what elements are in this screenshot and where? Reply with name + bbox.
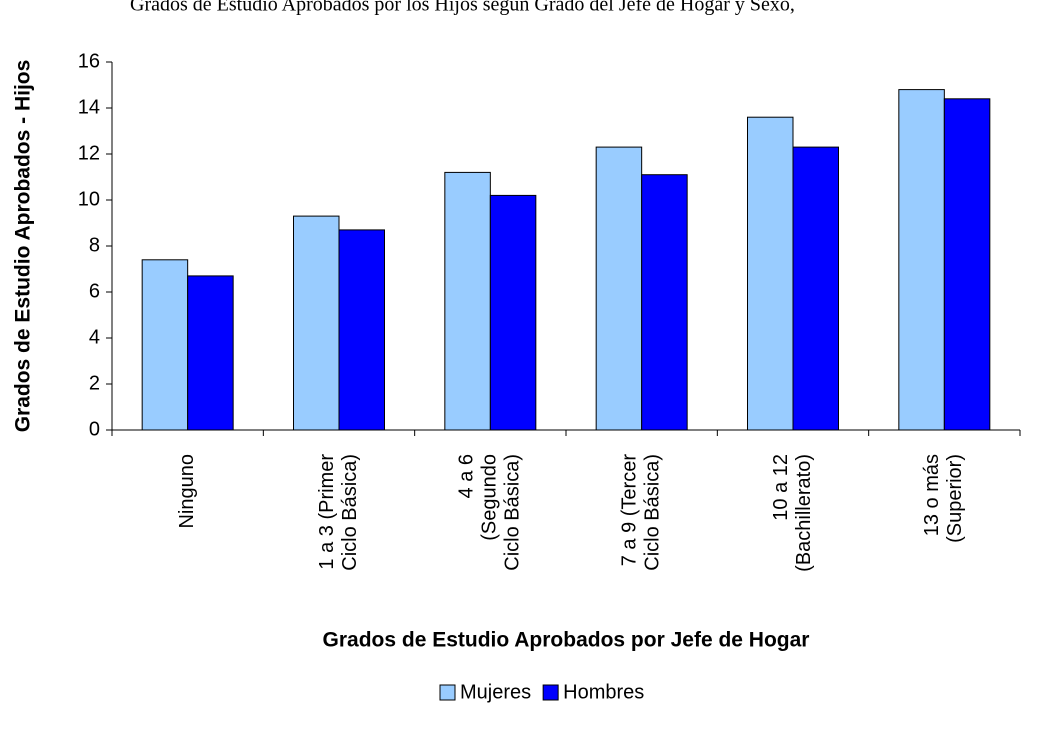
bar: [792, 146, 839, 431]
bar: [489, 194, 537, 431]
y-axis-title: Grados de Estudio Aprobados - Hijos: [12, 60, 35, 433]
x-tick-label: (Segundo: [479, 454, 501, 541]
y-tick-label: 10: [78, 188, 100, 210]
x-tick-label: 4 a 6: [456, 454, 478, 498]
bar: [641, 174, 688, 431]
legend-label: Hombres: [563, 681, 644, 703]
bar: [898, 89, 945, 431]
x-axis-title: Grados de Estudio Aprobados por Jefe de …: [323, 629, 810, 652]
y-tick-label: 4: [89, 326, 100, 348]
bar: [444, 171, 491, 431]
y-tick-label: 6: [89, 280, 100, 302]
bar: [747, 116, 794, 431]
bar: [595, 146, 643, 431]
x-tick-label: 1 a 3 (Primer: [316, 454, 338, 570]
bar: [943, 98, 991, 431]
x-tick-label: (Superior): [944, 454, 966, 543]
x-tick-label: Ciclo Básica): [641, 454, 663, 571]
x-tick-label: Ciclo Básica): [502, 454, 524, 571]
y-tick-label: 2: [89, 372, 100, 394]
bar: [141, 259, 189, 431]
y-tick-label: 14: [78, 96, 100, 118]
bar: [187, 275, 234, 431]
y-tick-label: 0: [89, 418, 100, 440]
y-tick-label: 16: [78, 50, 100, 72]
x-tick-label: 7 a 9 (Tercer: [618, 454, 640, 567]
legend-swatch: [542, 684, 559, 701]
x-tick-label: 13 o más: [921, 454, 943, 536]
legend-swatch: [439, 684, 456, 701]
y-tick-label: 12: [78, 142, 100, 164]
x-tick-label: Ciclo Básica): [339, 454, 361, 571]
x-tick-label: 10 a 12: [770, 454, 792, 521]
bar: [293, 215, 340, 431]
x-tick-label: Ninguno: [176, 454, 198, 529]
chart-title: Grados de Estudio Aprobados por los Hijo…: [130, 0, 795, 16]
legend-label: Mujeres: [460, 681, 531, 703]
y-tick-label: 8: [89, 234, 100, 256]
bar: [338, 229, 385, 431]
x-tick-label: (Bachillerato): [793, 454, 815, 572]
